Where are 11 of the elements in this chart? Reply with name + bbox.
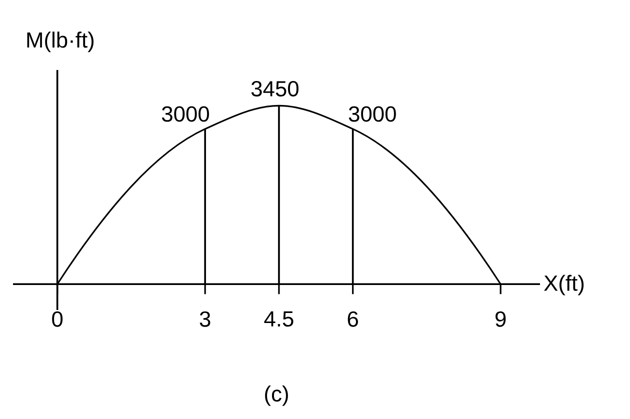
data-label: 3000: [162, 106, 210, 122]
x-tick-label: 4.5: [264, 311, 294, 327]
x-axis-title: X(ft): [544, 274, 584, 296]
data-label: 3000: [348, 106, 396, 122]
y-axis-title: M(lb·ft): [27, 32, 94, 52]
data-label: 3450: [251, 80, 298, 96]
x-tick-label: 3: [200, 311, 210, 327]
x-tick-label: 0: [52, 311, 63, 327]
x-tick-label: 9: [496, 311, 506, 327]
text: (c): [265, 386, 288, 406]
x-tick-label: 6: [348, 311, 358, 327]
